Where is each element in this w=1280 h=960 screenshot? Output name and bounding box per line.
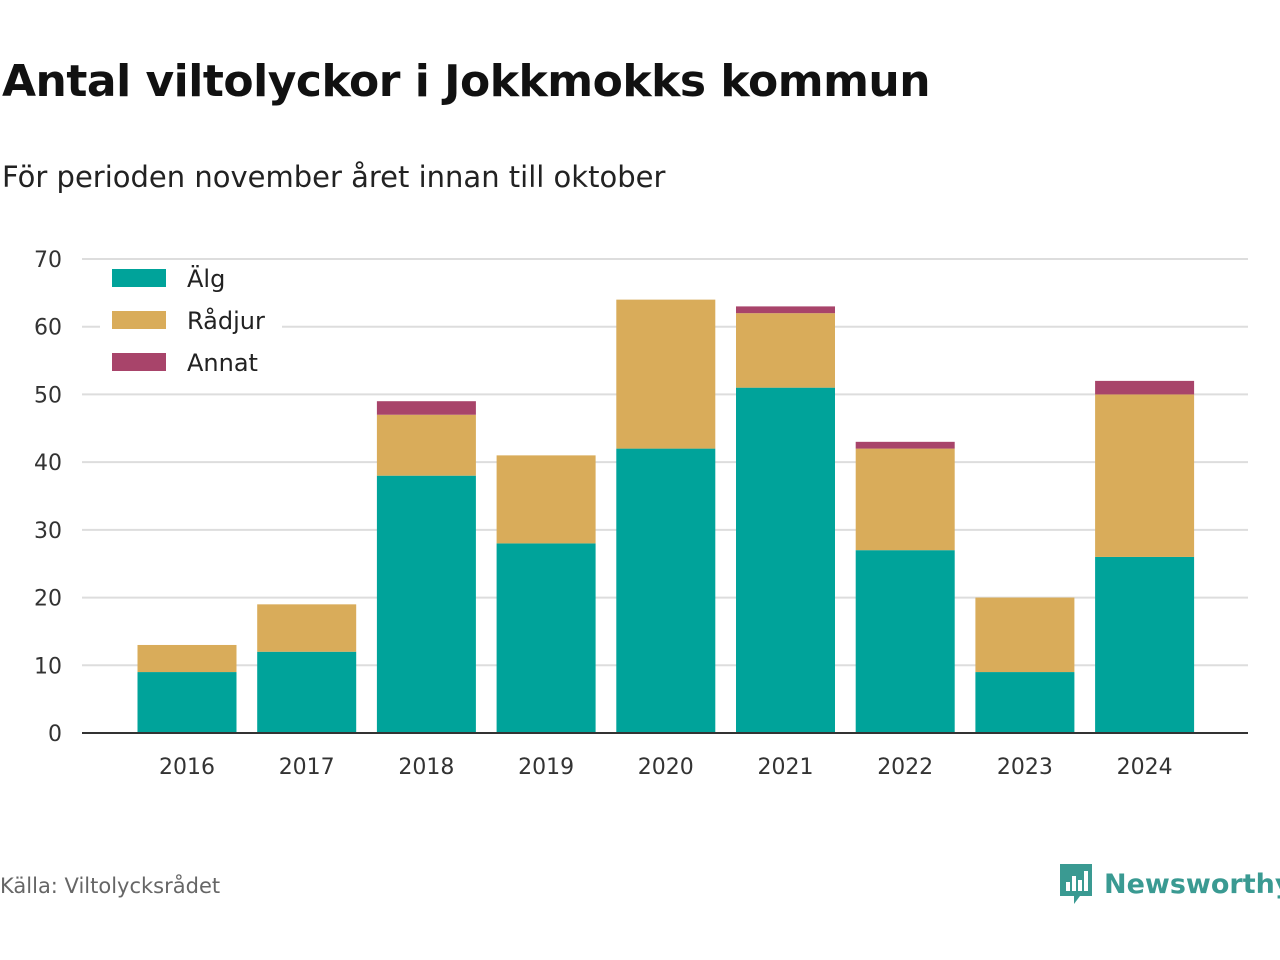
legend-label-rådjur: Rådjur <box>187 306 265 335</box>
y-tick-label: 10 <box>34 654 62 679</box>
x-tick-label: 2021 <box>758 755 814 780</box>
brand-name: Newsworthy <box>1104 868 1280 900</box>
bar-segment-älg <box>1095 556 1195 733</box>
source-note: Källa: Viltolycksrådet <box>0 874 221 898</box>
x-tick-label: 2022 <box>877 755 933 780</box>
legend-swatch-annat <box>112 353 166 371</box>
bar-segment-rådjur <box>137 644 237 673</box>
y-tick-label: 70 <box>34 248 62 273</box>
bar-segment-älg <box>616 448 716 733</box>
brand-logo: Newsworthy <box>1058 862 1280 906</box>
bar-segment-rådjur <box>376 414 476 476</box>
legend: Älg Rådjur Annat <box>100 260 282 382</box>
y-tick-label: 20 <box>34 587 62 612</box>
x-tick-label: 2018 <box>398 755 454 780</box>
bar-segment-älg <box>496 543 596 733</box>
bar-segment-annat <box>1095 380 1195 395</box>
bar-segment-rådjur <box>257 604 357 652</box>
bar-segment-älg <box>257 651 357 733</box>
bar-segment-rådjur <box>736 313 835 388</box>
chart-subtitle: För perioden november året innan till ok… <box>2 160 666 194</box>
axes: 0 10 20 30 40 50 60 70 2016 2017 2018 2019 2020 2021 2… <box>34 248 1248 780</box>
y-tick-label: 40 <box>34 451 62 476</box>
bars <box>137 299 1195 733</box>
bar-segment-annat <box>736 306 835 314</box>
bar-segment-rådjur <box>1095 394 1195 557</box>
y-tick-label: 50 <box>34 383 62 408</box>
bar-segment-älg <box>975 672 1075 733</box>
x-tick-label: 2016 <box>159 755 215 780</box>
x-tick-label: 2020 <box>638 755 694 780</box>
bar-segment-rådjur <box>855 448 955 551</box>
bar-segment-rådjur <box>496 455 596 544</box>
bar-segment-rådjur <box>616 299 716 449</box>
bar-segment-älg <box>855 550 955 733</box>
y-tick-label: 30 <box>34 519 62 544</box>
stacked-bar-chart: 0 10 20 30 40 50 60 70 2016 2017 2018 2019 2020 2021 2… <box>34 248 1248 780</box>
bar-segment-annat <box>855 441 955 449</box>
legend-swatch-rådjur <box>112 311 166 329</box>
bar-segment-älg <box>736 387 835 733</box>
bar-segment-rådjur <box>975 597 1075 673</box>
bar-segment-annat <box>376 401 476 415</box>
x-tick-label: 2023 <box>997 755 1053 780</box>
legend-label-annat: Annat <box>187 349 258 377</box>
x-tick-label: 2019 <box>518 755 574 780</box>
bar-segment-älg <box>137 672 237 733</box>
x-tick-label: 2024 <box>1117 755 1173 780</box>
newsworthy-logo-icon <box>1060 864 1092 904</box>
bar-segment-älg <box>376 475 476 733</box>
x-tick-label: 2017 <box>279 755 335 780</box>
legend-label-älg: Älg <box>187 264 225 293</box>
legend-swatch-älg <box>112 269 166 287</box>
y-tick-label: 0 <box>48 722 62 747</box>
y-tick-label: 60 <box>34 316 62 341</box>
chart-title: Antal viltolyckor i Jokkmokks kommun <box>2 56 931 107</box>
